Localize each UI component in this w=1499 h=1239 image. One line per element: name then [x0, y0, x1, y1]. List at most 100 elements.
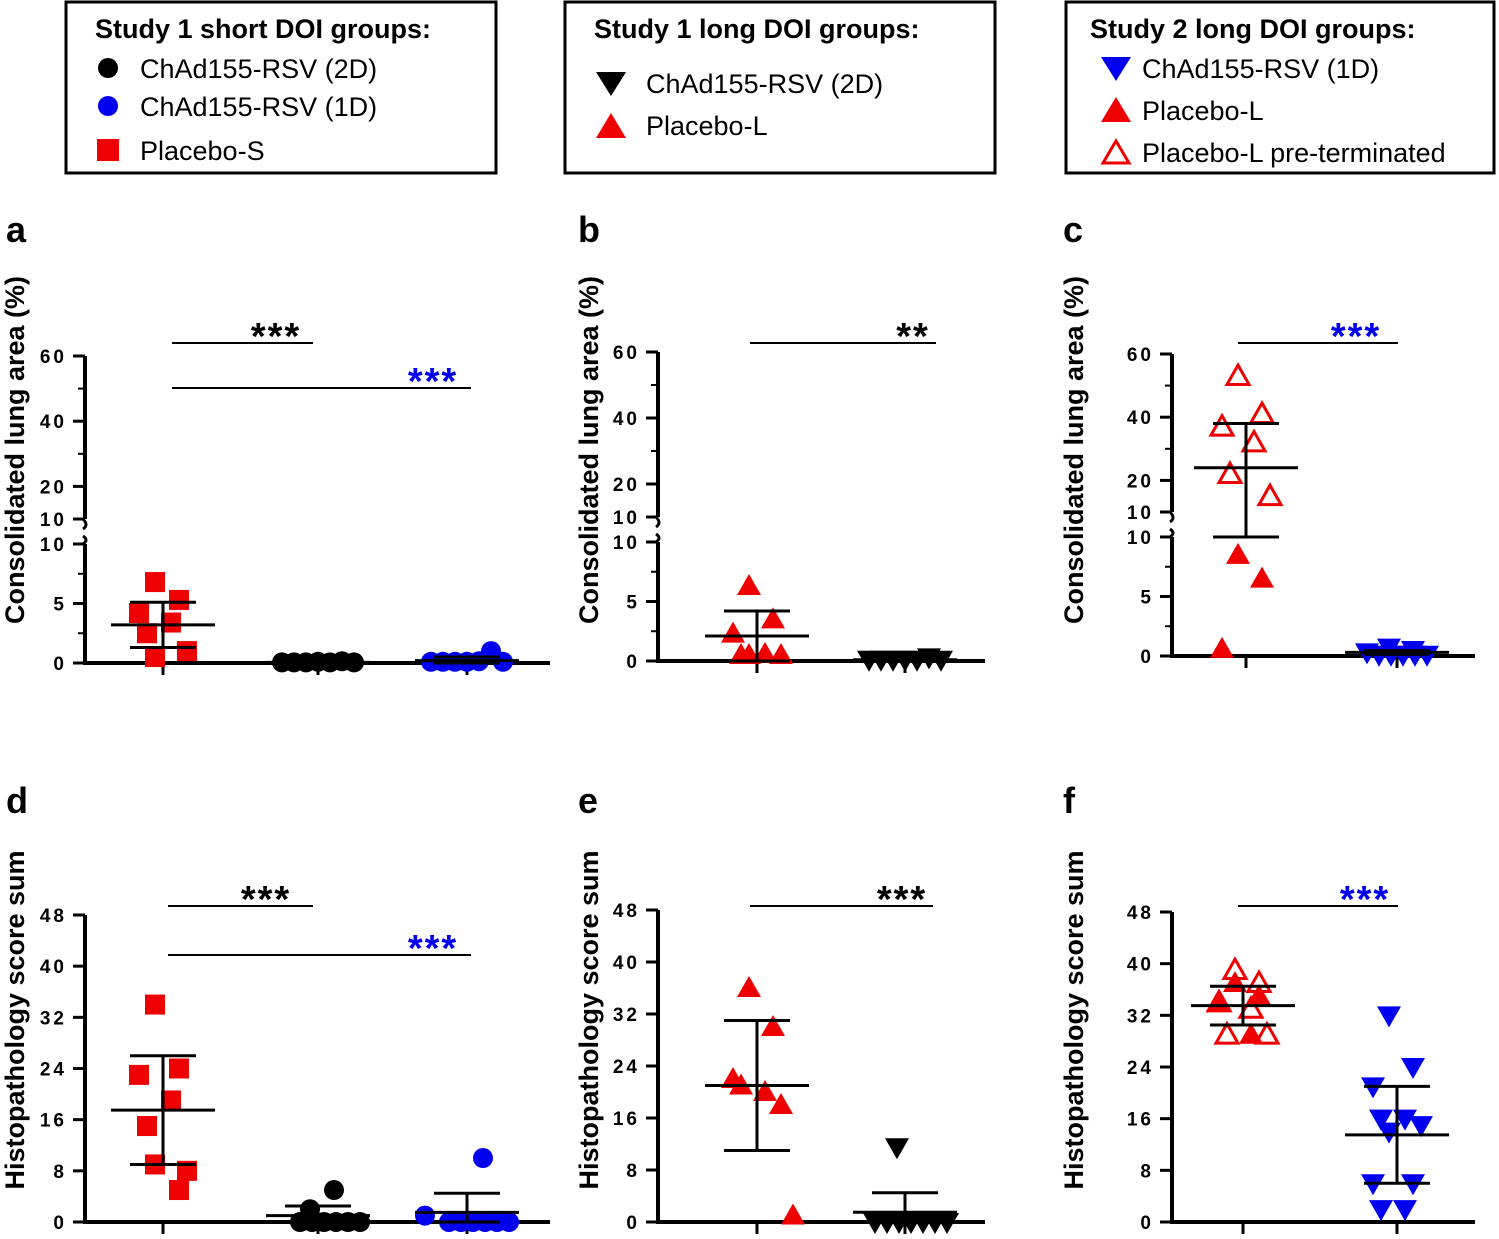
panel-letter-c: c [1063, 209, 1083, 250]
panel-letter-a: a [6, 209, 27, 250]
y-tick-label: 40 [40, 957, 67, 978]
square-marker [129, 603, 149, 624]
legend-item: Placebo-L [1142, 96, 1264, 126]
triangle-up-marker [721, 621, 745, 643]
legend-title: Study 1 long DOI groups: [594, 14, 920, 44]
chart-panel-b: 0 5 10 10 20 40 60 ** [613, 316, 985, 673]
legend-title: Study 2 long DOI groups: [1090, 14, 1416, 44]
square-marker [161, 1090, 181, 1111]
square-marker [137, 1116, 157, 1137]
legend-study1-short: Study 1 short DOI groups: ChAd155-RSV (2… [64, 0, 498, 175]
square-marker [145, 994, 165, 1015]
y-tick-label: 32 [40, 1008, 67, 1029]
triangle-up-marker [737, 643, 761, 665]
y-tick-label: 40 [40, 412, 67, 433]
y-tick-label: 10 [613, 533, 640, 554]
triangle-down-marker [1393, 1109, 1417, 1131]
circle-marker [324, 1180, 344, 1201]
y-tick-label: 32 [613, 1005, 640, 1026]
y-tick-label: 10 [40, 535, 67, 556]
triangle-up-open-marker [1253, 1020, 1281, 1045]
triangle-up-open-marker [1245, 969, 1273, 993]
y-tick-label: 60 [1127, 345, 1154, 366]
square-marker [145, 647, 165, 668]
chart-panel-c: 0 5 10 10 20 40 60 *** [1127, 316, 1475, 668]
y-tick-label: 60 [40, 347, 67, 368]
y-tick-label: 0 [626, 652, 640, 673]
chart-panel-a: 0 5 10 10 20 40 60 *** *** [40, 316, 550, 675]
triangle-up-marker [761, 607, 785, 629]
triangle-up-open-marker [1237, 994, 1265, 1019]
significance-label: *** [1331, 316, 1381, 358]
y-axis-label: Consolidated lung area (%) [0, 276, 30, 624]
triangle-up-open-marker [1240, 428, 1268, 453]
y-axis-label: Histopathology score sum [1059, 850, 1089, 1189]
y-axis-label: Consolidated lung area (%) [1059, 276, 1089, 624]
square-marker [161, 612, 181, 633]
triangle-down-marker [1393, 1200, 1417, 1222]
y-tick-label: 16 [613, 1109, 640, 1130]
chart-panel-e: 0 8 16 24 32 40 48 *** [613, 879, 985, 1234]
y-tick-label: 16 [1127, 1110, 1154, 1131]
triangle-up-marker [1210, 636, 1234, 658]
y-tick-label: 0 [53, 1213, 67, 1234]
y-tick-label: 24 [613, 1057, 640, 1078]
square-marker [145, 572, 165, 593]
y-axis-label: Consolidated lung area (%) [574, 276, 604, 624]
triangle-up-open-marker [1216, 460, 1244, 484]
circle-marker [473, 1148, 493, 1169]
triangle-up-marker-icon [1101, 97, 1131, 122]
legend-item: ChAd155-RSV (2D) [140, 54, 377, 84]
square-marker [177, 641, 197, 662]
triangle-up-marker [781, 1203, 805, 1225]
triangle-up-open-marker [1248, 399, 1276, 424]
panel-letter-e: e [578, 780, 598, 821]
y-tick-label: 8 [626, 1161, 640, 1182]
triangle-down-marker [1409, 1116, 1433, 1138]
triangle-up-marker [1250, 566, 1274, 588]
y-tick-label: 20 [40, 477, 67, 498]
legend-study1-long: Study 1 long DOI groups: ChAd155-RSV (2D… [563, 0, 997, 175]
y-tick-label: 16 [40, 1111, 67, 1132]
triangle-up-open-marker [1224, 362, 1252, 387]
square-marker [169, 1058, 189, 1079]
y-tick-label: 10 [40, 510, 67, 531]
circle-marker-icon [98, 58, 118, 78]
triangle-up-marker [761, 1015, 785, 1036]
significance-label: *** [1340, 879, 1390, 921]
y-tick-label: 60 [613, 343, 640, 364]
panel-letter-f: f [1063, 780, 1076, 821]
y-tick-label: 32 [1127, 1006, 1154, 1027]
circle-marker [499, 1212, 519, 1232]
legend-item: ChAd155-RSV (1D) [1142, 54, 1379, 84]
triangle-up-marker [1226, 542, 1250, 564]
y-tick-label: 0 [626, 1213, 640, 1234]
panel-letter-d: d [6, 780, 28, 821]
triangle-up-open-marker-icon [1100, 138, 1132, 165]
square-marker-icon [97, 139, 119, 161]
chart-panel-d: 0 8 16 24 32 40 48 *** *** [40, 879, 550, 1234]
triangle-up-marker [737, 574, 761, 596]
y-tick-label: 48 [40, 906, 67, 927]
y-tick-label: 48 [1127, 903, 1154, 924]
significance-label: *** [877, 879, 927, 921]
y-tick-label: 5 [626, 593, 640, 614]
square-marker [129, 1064, 149, 1085]
legend-item: ChAd155-RSV (1D) [140, 92, 377, 122]
y-tick-label: 10 [1127, 528, 1154, 549]
y-tick-label: 40 [1127, 408, 1154, 429]
legend-item: Placebo-S [140, 136, 265, 166]
y-tick-label: 40 [1127, 955, 1154, 976]
square-marker [169, 589, 189, 610]
legend-item: ChAd155-RSV (2D) [646, 69, 883, 99]
triangle-up-marker-icon [596, 113, 626, 138]
triangle-up-marker [737, 976, 761, 997]
triangle-down-marker-icon [1101, 57, 1131, 81]
triangle-down-marker [1401, 1058, 1425, 1079]
triangle-up-marker [753, 1080, 777, 1101]
y-tick-label: 10 [1127, 503, 1154, 524]
legend-item: Placebo-L [646, 111, 768, 141]
square-marker [137, 623, 157, 644]
significance-label: *** [251, 316, 301, 358]
legend-item: Placebo-L pre-terminated [1142, 138, 1446, 168]
